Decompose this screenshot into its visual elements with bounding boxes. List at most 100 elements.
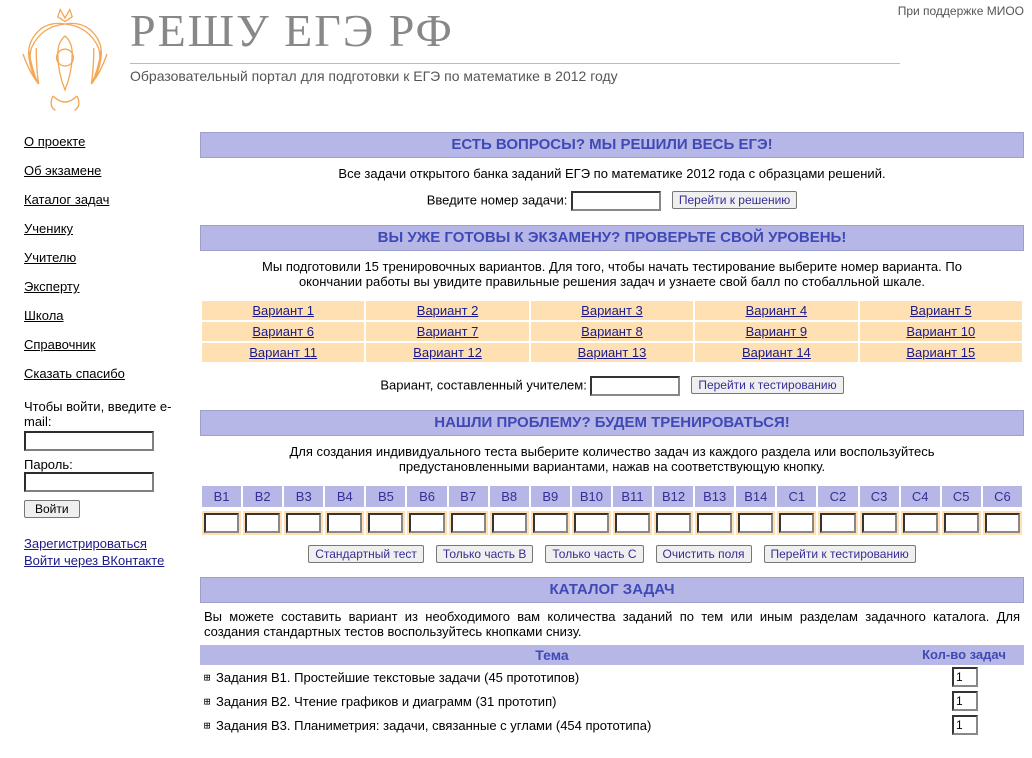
nav-list: О проекте Об экзамене Каталог задач Ученику…	[24, 134, 182, 381]
test-preset-button[interactable]: Перейти к тестированию	[764, 545, 916, 563]
task-head-cell: B14	[736, 486, 775, 507]
task-count-input[interactable]	[204, 513, 239, 533]
catalog-row: ⊞Задания В1. Простейшие текстовые задачи…	[200, 665, 1024, 689]
nav-link[interactable]: Сказать спасибо	[24, 366, 125, 381]
task-head-cell: B6	[407, 486, 446, 507]
password-input[interactable]	[24, 472, 154, 492]
task-head-cell: B10	[572, 486, 611, 507]
catalog-row-label: Задания В2. Чтение графиков и диаграмм (…	[214, 694, 952, 709]
task-count-input[interactable]	[245, 513, 280, 533]
variants-table: Вариант 1 Вариант 2 Вариант 3 Вариант 4 Вари…	[200, 299, 1024, 364]
nav-link[interactable]: Справочник	[24, 337, 96, 352]
login-intro: Чтобы войти, введите e-mail:	[24, 399, 182, 429]
task-head-cell: B1	[202, 486, 241, 507]
nav-link[interactable]: Ученику	[24, 221, 73, 236]
test-preset-button[interactable]: Стандартный тест	[308, 545, 424, 563]
task-num-label: Введите номер задачи:	[427, 192, 568, 207]
task-count-input[interactable]	[574, 513, 609, 533]
task-head-cell: B13	[695, 486, 734, 507]
task-head-cell: B9	[531, 486, 570, 507]
variant-link[interactable]: Вариант 14	[742, 345, 811, 360]
task-count-input[interactable]	[451, 513, 486, 533]
nav-link[interactable]: Каталог задач	[24, 192, 109, 207]
test-preset-button[interactable]: Только часть B	[436, 545, 533, 563]
task-count-input[interactable]	[944, 513, 979, 533]
go-to-test-button[interactable]: Перейти к тестированию	[691, 376, 843, 394]
task-count-input[interactable]	[738, 513, 773, 533]
task-count-input[interactable]	[779, 513, 814, 533]
task-count-input[interactable]	[286, 513, 321, 533]
task-count-input[interactable]	[862, 513, 897, 533]
nav-link[interactable]: Учителю	[24, 250, 76, 265]
email-input[interactable]	[24, 431, 154, 451]
band-catalog: КАТАЛОГ ЗАДАЧ	[200, 577, 1024, 603]
catalog-head-count: Кол-во задач	[904, 645, 1024, 665]
variant-link[interactable]: Вариант 11	[249, 345, 317, 360]
nav-link[interactable]: О проекте	[24, 134, 85, 149]
task-head-cell: B7	[449, 486, 488, 507]
task-count-input[interactable]	[903, 513, 938, 533]
desc-catalog: Вы можете составить вариант из необходим…	[204, 609, 1020, 639]
coat-of-arms-icon	[0, 0, 130, 120]
catalog-count-input[interactable]	[952, 667, 978, 687]
nav-link[interactable]: Школа	[24, 308, 64, 323]
site-title: РЕШУ ЕГЭ РФ	[130, 4, 900, 57]
variant-link[interactable]: Вариант 12	[413, 345, 482, 360]
expand-icon[interactable]: ⊞	[200, 719, 214, 732]
task-count-input[interactable]	[697, 513, 732, 533]
band-train: НАШЛИ ПРОБЛЕМУ? БУДЕМ ТРЕНИРОВАТЬСЯ!	[200, 410, 1024, 436]
catalog-row-label: Задания В1. Простейшие текстовые задачи …	[214, 670, 952, 685]
task-head-cell: C4	[901, 486, 940, 507]
variant-link[interactable]: Вариант 10	[906, 324, 975, 339]
catalog-rows: ⊞Задания В1. Простейшие текстовые задачи…	[200, 665, 1024, 737]
site-subtitle: Образовательный портал для подготовки к …	[130, 68, 900, 84]
login-button[interactable]: Войти	[24, 500, 80, 518]
task-head-cell: B8	[490, 486, 529, 507]
task-head-table: B1B2B3B4B5B6B7B8B9B10B11B12B13B14C1C2C3C…	[200, 484, 1024, 509]
variant-link[interactable]: Вариант 6	[252, 324, 314, 339]
task-num-input[interactable]	[571, 191, 661, 211]
variant-link[interactable]: Вариант 4	[746, 303, 808, 318]
test-preset-button[interactable]: Очистить поля	[656, 545, 752, 563]
nav-link[interactable]: Эксперту	[24, 279, 80, 294]
catalog-head-topic: Тема	[200, 645, 904, 665]
nav-link[interactable]: Об экзамене	[24, 163, 101, 178]
register-link[interactable]: Зарегистрироваться	[24, 536, 182, 551]
logo-wrap	[0, 0, 130, 120]
support-text: При поддержке МИОО	[898, 4, 1024, 18]
task-count-input[interactable]	[656, 513, 691, 533]
variant-link[interactable]: Вариант 2	[417, 303, 479, 318]
task-count-input[interactable]	[533, 513, 568, 533]
task-head-cell: B4	[325, 486, 364, 507]
go-to-solution-button[interactable]: Перейти к решению	[672, 191, 797, 209]
task-count-input[interactable]	[327, 513, 362, 533]
catalog-count-input[interactable]	[952, 715, 978, 735]
expand-icon[interactable]: ⊞	[200, 671, 214, 684]
variant-link[interactable]: Вариант 7	[417, 324, 479, 339]
teacher-variant-label: Вариант, составленный учителем:	[380, 377, 586, 392]
task-head-cell: C6	[983, 486, 1022, 507]
task-count-input[interactable]	[820, 513, 855, 533]
test-preset-button[interactable]: Только часть C	[545, 545, 643, 563]
password-label: Пароль:	[24, 457, 182, 472]
task-count-input[interactable]	[985, 513, 1020, 533]
task-head-cell: B2	[243, 486, 282, 507]
task-count-input[interactable]	[409, 513, 444, 533]
variant-link[interactable]: Вариант 15	[906, 345, 975, 360]
variant-link[interactable]: Вариант 1	[252, 303, 314, 318]
vk-login-link[interactable]: Войти через ВКонтакте	[24, 553, 182, 568]
variant-link[interactable]: Вариант 3	[581, 303, 643, 318]
variant-link[interactable]: Вариант 8	[581, 324, 643, 339]
task-count-input[interactable]	[492, 513, 527, 533]
teacher-variant-input[interactable]	[590, 376, 680, 396]
expand-icon[interactable]: ⊞	[200, 695, 214, 708]
variant-link[interactable]: Вариант 5	[910, 303, 972, 318]
task-count-input[interactable]	[615, 513, 650, 533]
variant-link[interactable]: Вариант 13	[578, 345, 647, 360]
catalog-row: ⊞Задания В2. Чтение графиков и диаграмм …	[200, 689, 1024, 713]
task-input-table	[200, 509, 1024, 537]
variant-link[interactable]: Вариант 9	[746, 324, 808, 339]
catalog-count-input[interactable]	[952, 691, 978, 711]
task-head-cell: B12	[654, 486, 693, 507]
task-count-input[interactable]	[368, 513, 403, 533]
